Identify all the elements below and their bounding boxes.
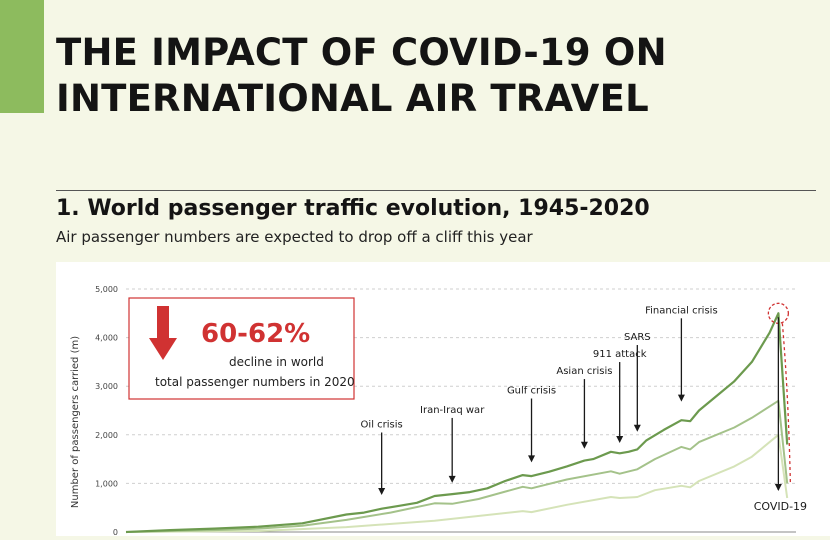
callout-down-arrow-shaft bbox=[157, 306, 169, 340]
decline-callout: 60-62% decline in world total passenger … bbox=[128, 297, 355, 400]
event-label: Asian crisis bbox=[556, 366, 612, 377]
event-label: 911 attack bbox=[593, 349, 647, 360]
event-label: Iran-Iraq war bbox=[420, 405, 485, 416]
annotation-layer: Oil crisis Iran-Iraq war Gulf crisisAsian … bbox=[361, 305, 807, 513]
event-label: Financial crisis bbox=[645, 305, 718, 316]
down-arrow-icon bbox=[528, 455, 536, 463]
down-arrow-icon bbox=[616, 435, 624, 443]
axis-layer: Number of passengers carried (m) 0 1,000 2… bbox=[70, 285, 118, 537]
section-subtitle: Air passenger numbers are expected to dr… bbox=[56, 228, 533, 246]
page-title: THE IMPACT OF COVID-19 ON INTERNATIONAL … bbox=[56, 31, 667, 120]
event-label: Gulf crisis bbox=[507, 385, 556, 396]
down-arrow-icon bbox=[378, 487, 386, 495]
series-line bbox=[125, 433, 789, 533]
y-tick-label: 0 bbox=[113, 528, 118, 536]
event-label: Oil crisis bbox=[361, 420, 403, 431]
traffic-chart: Number of passengers carried (m) 0 1,000 2… bbox=[70, 285, 807, 537]
y-tick-label: 5,000 bbox=[95, 285, 118, 294]
series-line bbox=[125, 312, 789, 534]
section-title: 1. World passenger traffic evolution, 19… bbox=[56, 196, 650, 221]
series-line bbox=[125, 399, 789, 533]
y-tick-label: 2,000 bbox=[95, 431, 118, 440]
event-label: SARS bbox=[624, 332, 651, 343]
down-arrow-icon bbox=[448, 475, 456, 483]
accent-bar bbox=[0, 0, 44, 113]
callout-line-1: decline in world bbox=[229, 355, 324, 369]
chart-panel: Number of passengers carried (m) 0 1,000 2… bbox=[56, 262, 830, 537]
section-divider bbox=[56, 190, 816, 191]
callout-down-arrow-icon bbox=[149, 338, 177, 360]
y-tick-label: 3,000 bbox=[95, 382, 118, 391]
series-layer bbox=[125, 302, 792, 534]
y-tick-label: 4,000 bbox=[95, 334, 118, 343]
y-tick-label: 1,000 bbox=[95, 479, 118, 488]
down-arrow-icon bbox=[677, 394, 685, 402]
event-label: COVID-19 bbox=[754, 500, 807, 513]
down-arrow-icon bbox=[774, 484, 782, 491]
decline-dashed-line bbox=[781, 323, 792, 484]
callout-line-2: total passenger numbers in 2020 bbox=[155, 375, 355, 389]
y-axis-label: Number of passengers carried (m) bbox=[70, 336, 81, 508]
callout-value: 60-62% bbox=[201, 319, 310, 349]
down-arrow-icon bbox=[633, 424, 641, 432]
down-arrow-icon bbox=[580, 441, 588, 449]
